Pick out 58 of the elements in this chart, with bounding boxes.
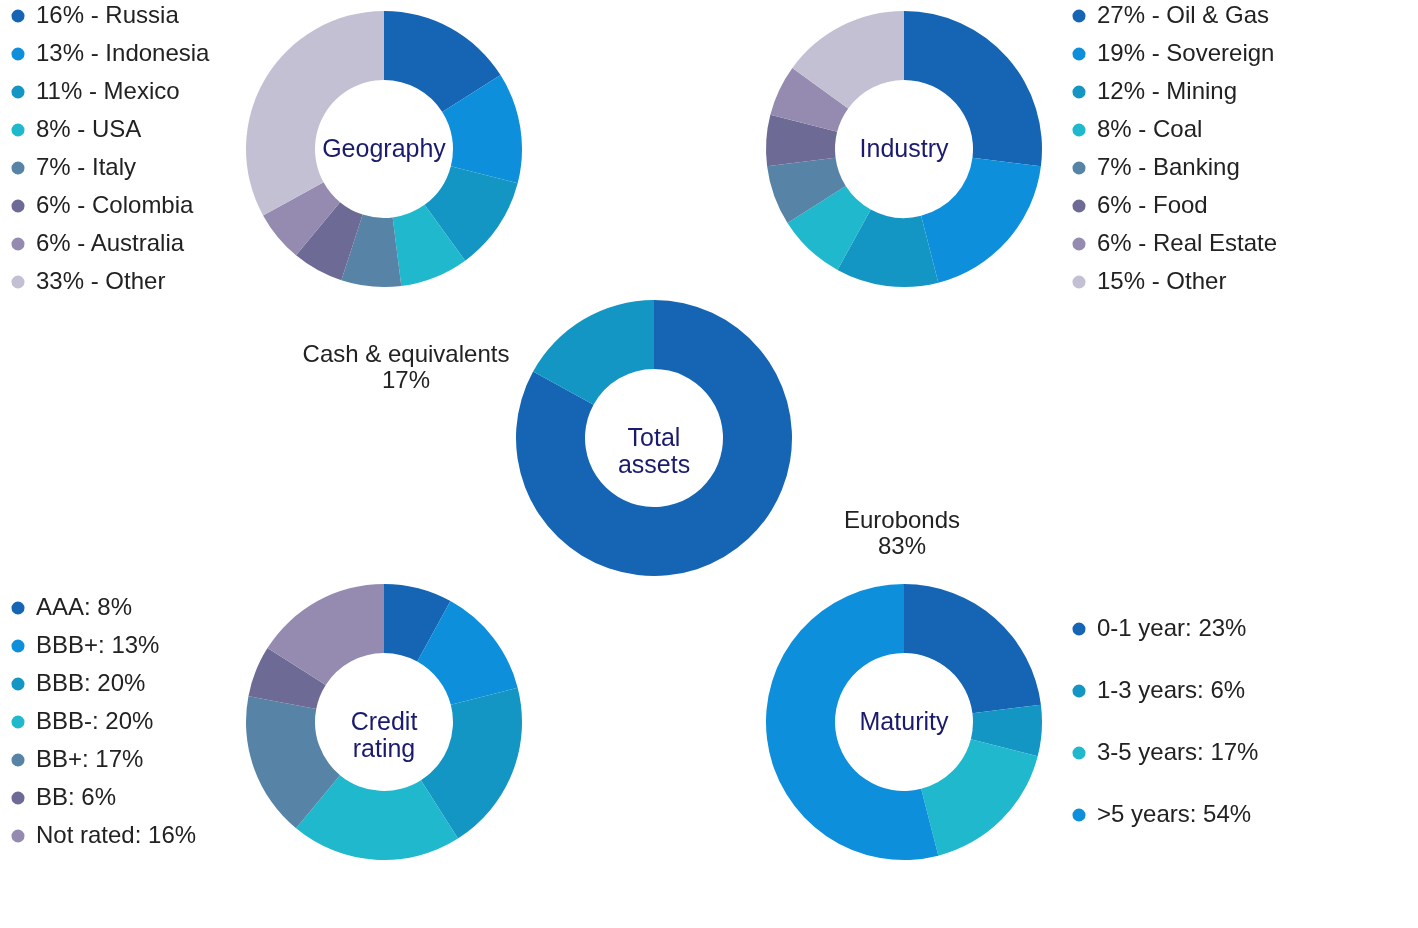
legend-label: 8% - USA: [36, 115, 142, 142]
donut-slice: [384, 11, 501, 113]
donut-slice: [296, 202, 363, 281]
donut-slice: [970, 704, 1042, 757]
text: Industry: [859, 134, 949, 162]
legend-label: 33% - Other: [36, 267, 166, 294]
legend-label: 27% - Oil & Gas: [1097, 1, 1270, 28]
donut-slice: [766, 114, 838, 167]
donut-slice: [267, 584, 384, 686]
legend-label: 12% - Mining: [1097, 77, 1238, 104]
legend-label: 16% - Russia: [36, 1, 180, 28]
donut-slice: [533, 300, 654, 405]
legend-label: 6% - Real Estate: [1097, 229, 1278, 256]
donut-slice: [767, 157, 846, 223]
text: Geography: [322, 134, 447, 162]
legend-label: 19% - Sovereign: [1097, 39, 1275, 66]
text: Total assets: [617, 423, 691, 478]
data-label: 83%: [877, 532, 927, 560]
donut-slice: [787, 185, 871, 270]
legend-label: 8% - Coal: [1097, 115, 1203, 142]
donut-slice: [341, 214, 402, 287]
donut-slice: [792, 11, 904, 109]
legend-label: 6% - Food: [1097, 191, 1208, 218]
text: Maturity: [859, 707, 949, 735]
legend-label: BBB-: 20%: [36, 707, 154, 734]
donut-slice: [263, 182, 341, 256]
donut-slice: [246, 696, 341, 829]
donut-slice: [392, 204, 466, 286]
legend-label: >5 years: 54%: [1097, 800, 1252, 827]
legend-label: BB+: 17%: [36, 745, 144, 772]
legend-label: 15% - Other: [1097, 267, 1227, 294]
donut-slice: [837, 209, 939, 287]
legend-label: 11% - Mexico: [36, 77, 180, 104]
donut-slice: [248, 648, 326, 710]
legend-label: 6% - Colombia: [36, 191, 195, 218]
legend-label: 0-1 year: 23%: [1097, 614, 1247, 641]
donut-slice: [417, 601, 518, 705]
legend-label: 7% - Banking: [1097, 153, 1240, 180]
donut-slice: [384, 584, 451, 662]
legend-label: Not rated: 16%: [36, 821, 197, 848]
legend-label: 6% - Australia: [36, 229, 185, 256]
donut-slice: [420, 687, 522, 839]
slice-label: Cash & equivalents: [302, 339, 510, 367]
legend-label: 1-3 years: 6%: [1097, 676, 1246, 703]
legend-label: 3-5 years: 17%: [1097, 738, 1259, 765]
donut-slice: [516, 300, 792, 576]
donut-slice: [921, 739, 1038, 856]
text: Credit rating: [350, 707, 418, 762]
legend-label: 7% - Italy: [36, 153, 137, 180]
legend-label: AAA: 8%: [36, 593, 133, 620]
slice-label: Eurobonds: [843, 506, 961, 534]
donut-slice: [424, 166, 518, 261]
donut-slice: [296, 775, 458, 860]
donut-slice: [770, 67, 849, 132]
legend-label: BBB+: 13%: [36, 631, 160, 658]
legend-label: BB: 6%: [36, 783, 117, 810]
legend-label: BBB: 20%: [36, 669, 146, 696]
legend-label: 13% - Indonesia: [36, 39, 211, 66]
